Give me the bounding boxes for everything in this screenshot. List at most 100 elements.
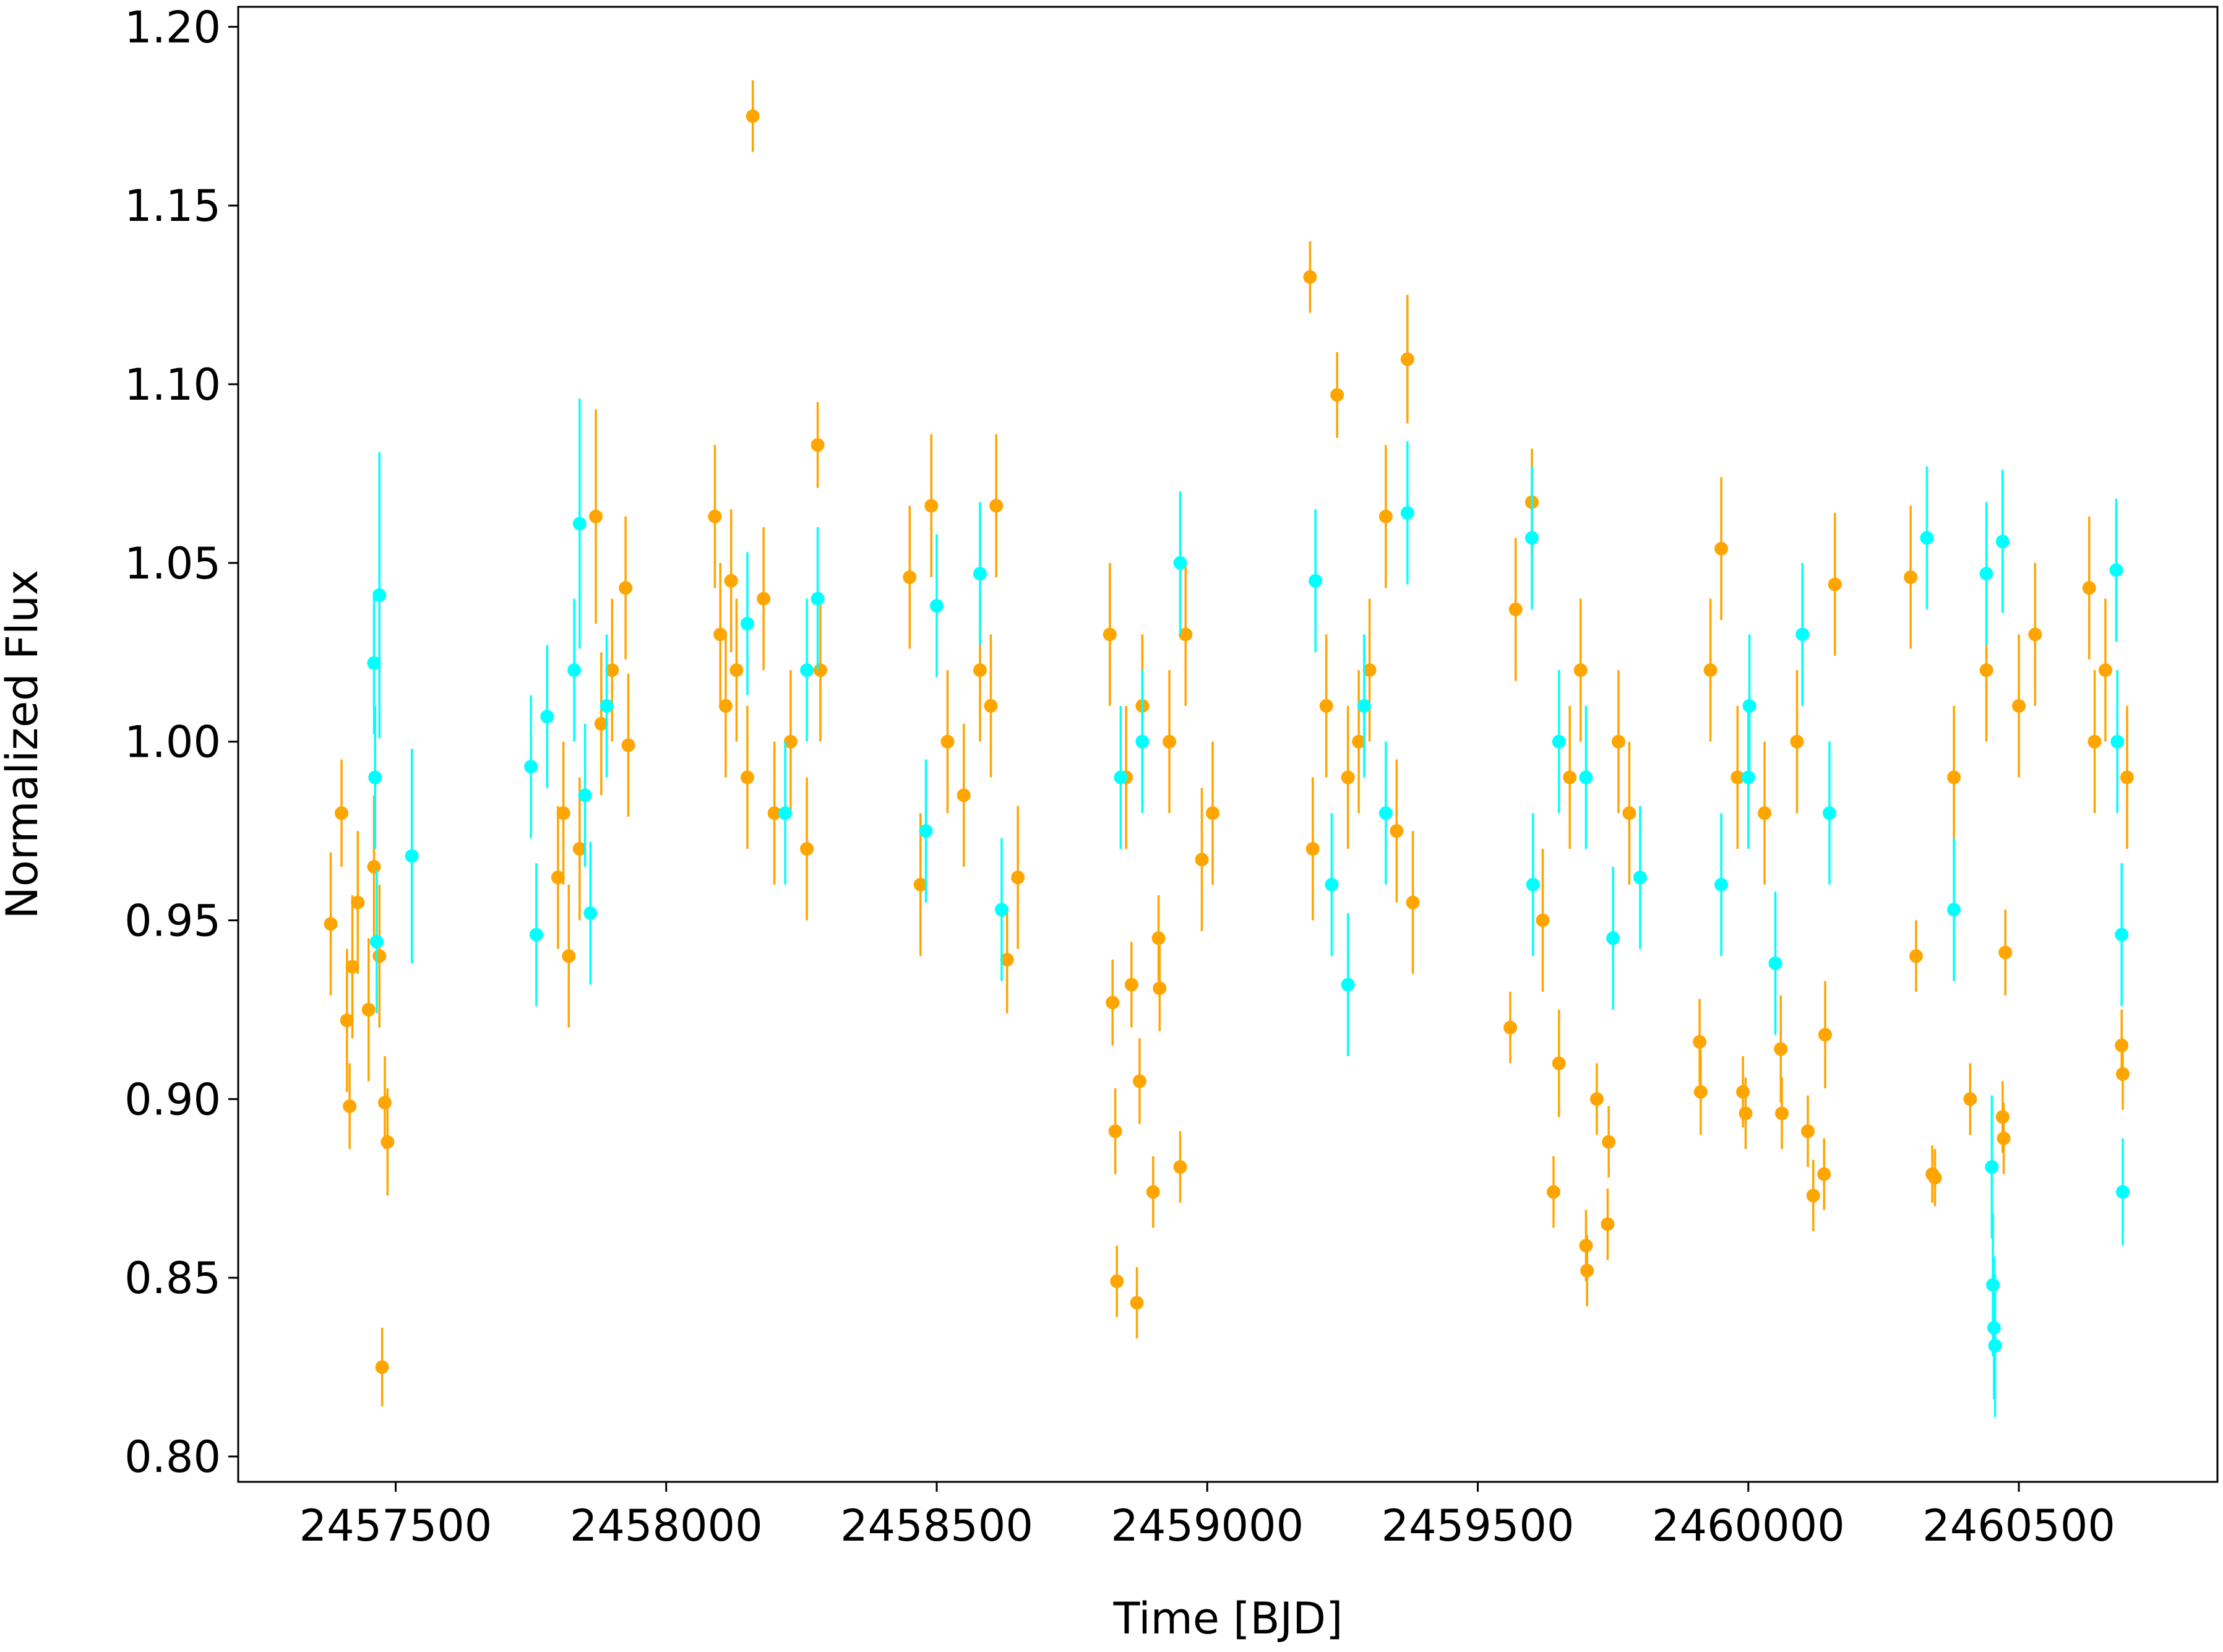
data-point <box>1736 1085 1750 1099</box>
data-point <box>1806 1189 1820 1203</box>
data-point <box>1011 871 1025 885</box>
data-point <box>1390 824 1404 838</box>
data-point <box>1800 1124 1815 1138</box>
data-point <box>372 588 387 602</box>
data-point <box>567 663 582 678</box>
data-point <box>405 849 419 863</box>
x-tick-label: 2458500 <box>840 1500 1033 1551</box>
data-point <box>1319 699 1333 713</box>
data-point <box>1995 535 2010 549</box>
data-point <box>740 770 754 785</box>
y-tick-label: 1.05 <box>124 538 221 589</box>
data-point <box>2098 663 2112 678</box>
data-point <box>1979 567 1993 581</box>
data-point <box>811 592 825 606</box>
data-point <box>1997 1131 2011 1145</box>
data-point <box>1731 770 1745 785</box>
data-point <box>1714 541 1729 556</box>
data-point <box>1947 903 1961 917</box>
data-point <box>1341 978 1355 992</box>
data-point <box>1775 1106 1789 1121</box>
data-point <box>1108 1124 1122 1138</box>
data-point <box>718 699 733 713</box>
data-point <box>903 570 917 584</box>
data-point <box>1693 1085 1708 1099</box>
data-point <box>924 499 939 513</box>
data-point <box>1000 953 1014 967</box>
data-point <box>1920 531 1934 545</box>
data-point <box>605 663 619 678</box>
data-point <box>1406 895 1420 910</box>
data-point <box>1524 531 1539 545</box>
y-tick-label: 1.00 <box>124 717 221 768</box>
data-point <box>1579 770 1593 785</box>
data-point <box>1305 841 1320 856</box>
data-point <box>2115 927 2129 942</box>
y-tick-label: 0.80 <box>124 1432 221 1482</box>
data-point <box>1357 699 1371 713</box>
data-point <box>940 734 955 749</box>
data-point <box>1503 1020 1518 1035</box>
data-point <box>1601 1217 1615 1231</box>
data-point <box>361 1002 376 1017</box>
data-point <box>783 734 798 749</box>
data-point <box>1378 806 1393 820</box>
data-point <box>746 109 760 123</box>
data-point <box>1828 577 1842 592</box>
data-point <box>913 877 927 892</box>
data-point <box>1103 627 1117 642</box>
data-point <box>1963 1092 1977 1106</box>
data-point <box>2012 699 2026 713</box>
data-point <box>381 1135 395 1149</box>
data-point <box>551 871 565 885</box>
data-point <box>1985 1160 1999 1174</box>
data-point <box>572 841 587 856</box>
data-point <box>1352 734 1366 749</box>
data-point <box>1146 1185 1160 1199</box>
data-point <box>335 806 349 820</box>
data-point <box>1124 978 1138 992</box>
data-point <box>351 895 365 910</box>
data-point <box>1563 770 1577 785</box>
data-point <box>372 949 387 963</box>
data-point <box>1179 627 1193 642</box>
data-point <box>930 599 944 613</box>
data-point <box>1606 931 1620 945</box>
data-point <box>1742 699 1756 713</box>
data-point <box>1774 1042 1788 1056</box>
data-point <box>708 509 722 523</box>
data-point <box>994 903 1008 917</box>
plot-frame <box>237 6 2219 1483</box>
data-point <box>2082 581 2096 595</box>
x-tick-label: 2459000 <box>1111 1500 1304 1551</box>
x-tick-label: 2459500 <box>1382 1500 1575 1551</box>
data-point <box>324 917 338 931</box>
x-tick-label: 2460000 <box>1652 1500 1845 1551</box>
data-point <box>1909 949 1923 963</box>
data-point <box>973 663 987 678</box>
data-point <box>1580 1263 1594 1278</box>
data-point <box>1151 931 1166 945</box>
data-point <box>1362 663 1377 678</box>
data-point <box>600 699 614 713</box>
data-point <box>1546 1185 1560 1199</box>
y-tick-label: 0.90 <box>124 1074 221 1125</box>
data-point <box>340 1013 354 1028</box>
data-point <box>1206 806 1220 820</box>
x-tick-label: 2460500 <box>1922 1500 2115 1551</box>
data-point <box>1341 770 1355 785</box>
data-point <box>1988 1338 2002 1353</box>
y-tick-label: 0.85 <box>124 1253 221 1304</box>
data-point <box>1163 734 1177 749</box>
data-point <box>1768 956 1782 970</box>
data-point <box>2115 1185 2130 1199</box>
data-point <box>2120 770 2134 785</box>
data-point <box>957 788 971 802</box>
data-point <box>811 438 825 452</box>
data-point <box>1153 981 1167 996</box>
data-point <box>989 499 1004 513</box>
data-point <box>1589 1092 1604 1106</box>
data-point <box>1633 871 1647 885</box>
data-point <box>1309 574 1323 588</box>
data-point <box>713 627 728 642</box>
